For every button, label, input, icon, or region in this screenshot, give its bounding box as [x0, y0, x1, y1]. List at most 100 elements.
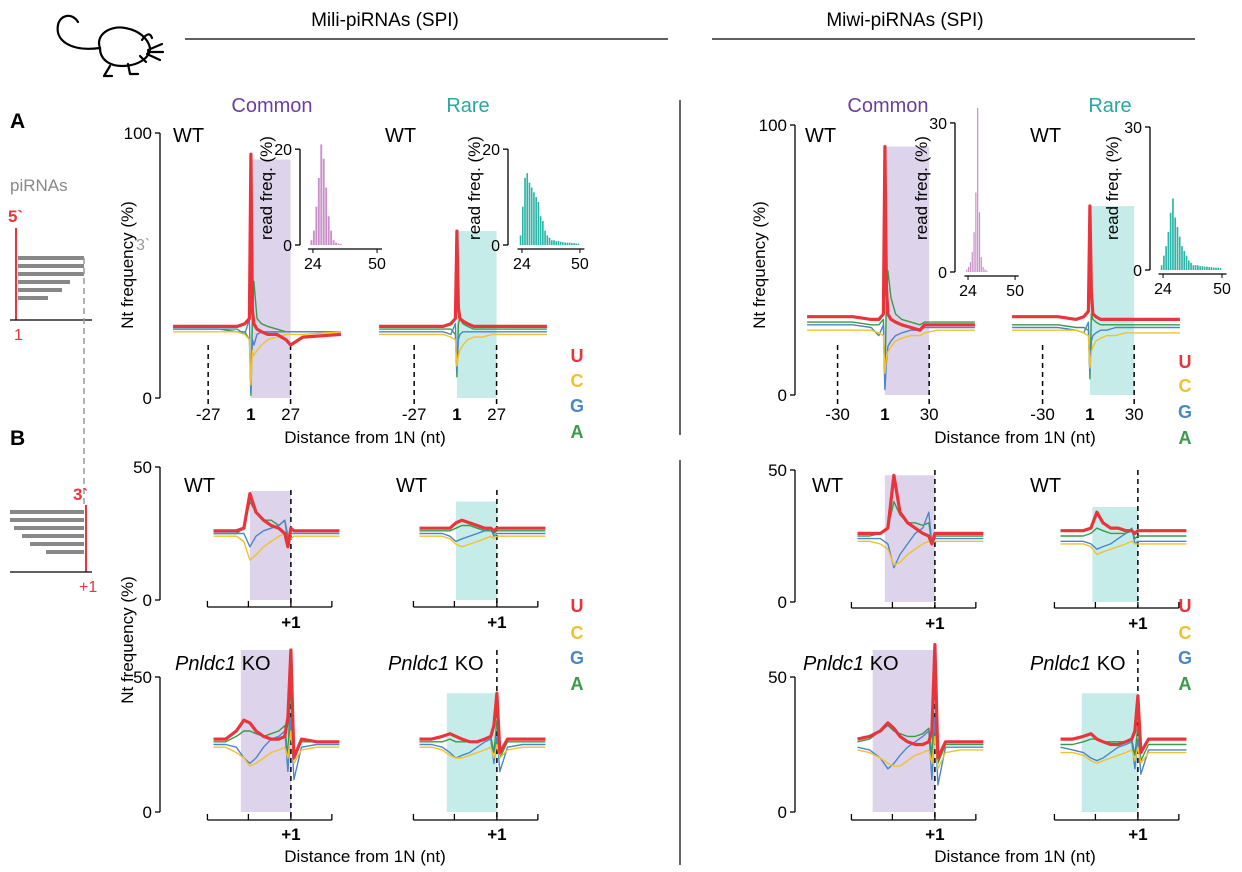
panel-title: WT	[805, 125, 836, 147]
histogram-bar	[980, 257, 982, 272]
histogram-bar	[1212, 267, 1215, 270]
panel-title: WT	[385, 125, 416, 147]
y-tick-label: 30	[929, 116, 947, 133]
histogram-bar	[1194, 265, 1197, 270]
panel-title: Pnldc1 KO	[803, 653, 899, 675]
panel-title: Pnldc1 KO	[1030, 653, 1126, 675]
histogram-bar	[340, 244, 342, 245]
series-line	[173, 331, 341, 386]
line-chart: -27 1 27 WT Rare	[379, 95, 547, 424]
series-line	[379, 323, 547, 373]
x-tick-label: 1	[1085, 405, 1094, 424]
panel-label: B	[10, 427, 25, 450]
line-chart: -30 1 30 WT Rare	[1012, 95, 1180, 424]
group-label: Common	[231, 95, 312, 117]
x-axis-label: Distance from 1N (nt)	[284, 428, 446, 447]
line-chart: +1 WT	[1030, 470, 1187, 633]
y-tick-label: 100	[124, 124, 152, 143]
panel-title-suffix: KO	[870, 653, 899, 675]
histogram-bar	[320, 144, 323, 245]
highlight-region	[884, 475, 935, 602]
panel-title: WT	[1030, 475, 1061, 497]
histogram-chart: 0 30 24 50 read freq. (%)	[912, 108, 1024, 300]
series-line	[1060, 540, 1187, 556]
schematic-five: 5`	[8, 207, 23, 226]
y-tick-label: 50	[768, 461, 787, 480]
series-line	[857, 716, 984, 786]
header-miwi: Miwi-piRNAs (SPI)	[826, 10, 983, 31]
legend-entry: A	[1179, 428, 1192, 448]
legend-entry: C	[1179, 623, 1192, 643]
highlight-region	[884, 146, 930, 395]
histogram-bar	[1169, 212, 1172, 270]
line-chart: 0 50 +1 WT	[133, 458, 340, 632]
panel-title-suffix: KO	[1097, 653, 1126, 675]
y-tick-label: 30	[1124, 120, 1142, 137]
inset-y-label: read freq. (%)	[465, 136, 484, 240]
legend-entry: G	[1178, 402, 1192, 422]
series-line	[419, 735, 546, 773]
histogram-bar	[978, 212, 981, 272]
histogram-bar	[1181, 246, 1183, 270]
histogram-bar	[542, 221, 544, 245]
y-tick-label: 0	[778, 593, 787, 612]
y-tick-label: 0	[778, 803, 787, 822]
histogram-bar	[1208, 267, 1211, 270]
highlight-region	[455, 501, 497, 600]
x-tick-label: 27	[487, 405, 506, 424]
histogram-bar	[982, 267, 984, 272]
panel-title-main: Pnldc1	[803, 653, 864, 675]
legend-entry: A	[571, 422, 584, 442]
histogram-bar	[973, 232, 975, 272]
panel-title-main: WT	[173, 125, 204, 147]
y-axis-label: Nt frequency (%)	[750, 201, 769, 329]
histogram-bar	[528, 182, 531, 245]
group-label: Rare	[1088, 95, 1131, 117]
histogram-bar	[1199, 266, 1201, 270]
histogram-bar	[977, 108, 979, 272]
histogram-bar	[573, 243, 575, 245]
legend-entry: C	[571, 623, 584, 643]
panel-title-suffix: KO	[242, 653, 271, 675]
y-tick-label: 0	[938, 265, 947, 282]
panel-title-main: WT	[1030, 475, 1061, 497]
series-line	[173, 152, 342, 347]
line-chart: 0 50 +1 WT	[768, 461, 984, 633]
panel-title-main: WT	[385, 125, 416, 147]
histogram-bar	[577, 243, 580, 245]
histogram-bar	[1217, 267, 1220, 270]
x-tick-label: +1	[1128, 614, 1147, 633]
series-line	[1012, 321, 1180, 375]
histogram-bar	[312, 230, 315, 245]
panel-title-main: WT	[805, 125, 836, 147]
y-tick-label: 0	[143, 803, 152, 822]
histogram-bar	[521, 206, 524, 245]
x-tick-label: +1	[487, 613, 506, 632]
line-chart: 0 100 -27 1 27 WT Common	[124, 95, 342, 424]
legend-entry: A	[571, 674, 584, 694]
series-line	[1060, 738, 1187, 775]
line-chart: +1 Pnldc1 KO	[1030, 650, 1187, 844]
histogram-chart: 0 20 24 50 read freq. (%)	[465, 136, 589, 273]
x-tick-label: +1	[281, 825, 300, 844]
histogram-bar	[327, 216, 330, 245]
series-line	[1012, 204, 1180, 321]
histogram-bar	[1163, 255, 1165, 270]
series-line	[857, 735, 984, 770]
x-axis-label: Distance from 1N (nt)	[934, 847, 1096, 866]
histogram-bar	[1174, 217, 1177, 270]
x-tick-label: -30	[825, 405, 850, 424]
x-tick-label: +1	[1128, 825, 1147, 844]
histogram-bar	[986, 270, 988, 272]
histogram-bar	[533, 192, 535, 245]
highlight-region	[446, 693, 497, 812]
y-tick-label: 0	[283, 238, 292, 255]
line-chart: 0 50 +1 Pnldc1 KO	[133, 648, 340, 844]
highlight-region	[250, 159, 291, 398]
x-axis-label: Distance from 1N (nt)	[284, 847, 446, 866]
mouse-icon	[56, 14, 165, 78]
y-tick-label: 0	[143, 389, 152, 408]
schematic-three-gray: 3`	[136, 237, 150, 254]
panel-title: Pnldc1 KO	[388, 653, 484, 675]
histogram-bar	[1187, 260, 1190, 270]
